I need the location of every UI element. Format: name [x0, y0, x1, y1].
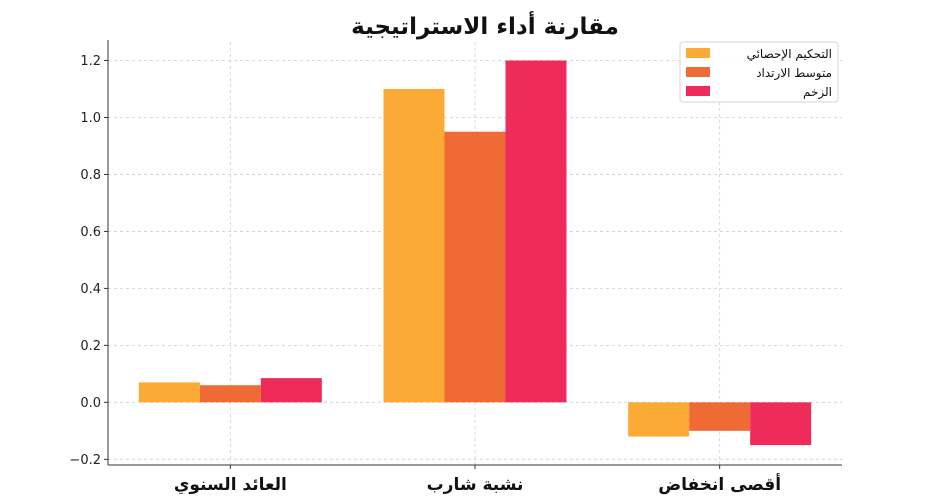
x-tick-label: نشبة شارب — [427, 475, 524, 495]
y-tick-label: 1.0 — [80, 111, 101, 126]
legend-label: الزخم — [803, 85, 832, 100]
bar-1-3 — [628, 402, 690, 437]
y-tick-label: −0.2 — [69, 453, 101, 468]
bar-3-2 — [505, 60, 567, 403]
y-tick-label: 1.2 — [80, 54, 101, 69]
legend-swatch — [686, 67, 710, 77]
bar-2-1 — [199, 385, 261, 403]
x-tick-label: أقصى انخفاض — [658, 473, 781, 495]
chart-title: مقارنة أداء الاستراتيجية — [351, 10, 619, 40]
bar-1-1 — [138, 382, 200, 403]
legend-swatch — [686, 48, 710, 58]
legend-swatch — [686, 86, 710, 96]
bar-3-1 — [260, 378, 322, 403]
y-tick-label: 0.0 — [80, 396, 101, 411]
bar-1-2 — [383, 89, 445, 403]
legend-frame — [679, 41, 839, 103]
y-tick-label: 0.8 — [80, 168, 101, 183]
bar-2-2 — [444, 131, 506, 403]
x-tick-label: العائد السنوي — [174, 475, 287, 495]
y-tick-label: 0.2 — [80, 339, 101, 354]
legend-label: التحكيم الإحصائي — [747, 47, 832, 61]
legend-label: متوسط الارتداد — [756, 66, 832, 81]
y-tick-label: 0.4 — [80, 282, 101, 297]
y-tick-label: 0.6 — [80, 225, 101, 240]
ticks-layer: −0.2 0.0 0.2 0.4 0.6 0.8 1.0 1.2 العائد السنوي نش… — [69, 54, 781, 495]
bar-3-3 — [750, 402, 812, 446]
legend: التحكيم الإحصائي متوسط الارتداد الزخم — [679, 41, 839, 103]
bars-layer — [138, 60, 812, 446]
bar-2-3 — [689, 402, 751, 431]
